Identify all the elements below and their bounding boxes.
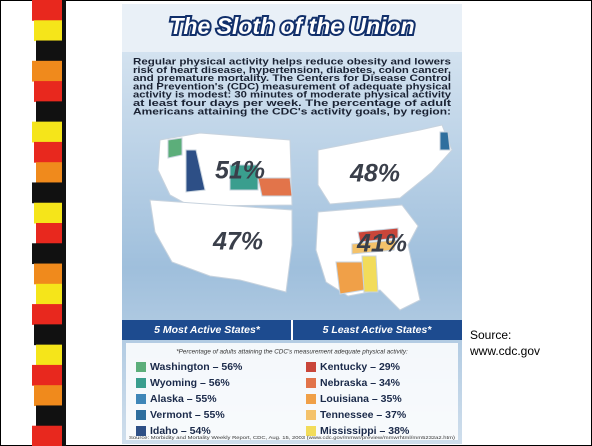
swatch	[306, 410, 316, 420]
stripe	[34, 141, 62, 163]
stripe	[34, 324, 62, 346]
state-item: Wyoming – 56%	[150, 377, 230, 389]
state-item: Nebraska – 34%	[320, 377, 401, 389]
stripe	[34, 202, 62, 224]
stripe	[32, 364, 62, 386]
stripe	[36, 283, 62, 305]
intro-line: Regular physical activity helps reduce o…	[133, 56, 451, 66]
swatch	[306, 362, 316, 372]
intro-line: and premature mortality. The Centers for…	[133, 73, 451, 83]
stripe	[32, 0, 62, 21]
stripe	[36, 344, 62, 366]
stripe	[34, 81, 62, 102]
region-pct: 41%	[356, 230, 407, 258]
decor-stripes	[32, 0, 66, 446]
state-item: Mississippi – 38%	[320, 425, 410, 437]
stripe-edge	[62, 0, 66, 446]
state-item: Washington – 56%	[150, 361, 243, 373]
stripe	[34, 263, 62, 285]
intro-line: and Prevention's (CDC) measurement of ad…	[133, 81, 451, 91]
state-item: Kentucky – 29%	[320, 361, 401, 373]
stripe	[34, 20, 62, 42]
swatch	[306, 394, 316, 404]
intro-line: Americans attaining the CDC's activity g…	[133, 106, 451, 116]
stripe	[36, 101, 62, 123]
stripe	[32, 304, 62, 325]
stripe	[34, 385, 62, 406]
swatch	[306, 426, 316, 436]
poster-source: Source: Morbidity and Mortality Weekly R…	[129, 435, 456, 440]
swatch	[136, 426, 146, 436]
state-item: Idaho – 54%	[150, 425, 211, 437]
side-source: www.cdc.gov	[469, 344, 540, 358]
region-pct: 47%	[212, 228, 263, 256]
swatch	[136, 394, 146, 404]
state-item: Louisiana – 35%	[320, 393, 402, 405]
stripe	[36, 223, 62, 244]
state-item: Vermont – 55%	[150, 409, 225, 421]
stripe	[32, 182, 62, 204]
maps	[149, 124, 453, 311]
intro-line: risk of heart disease, hypertension, dia…	[133, 65, 451, 75]
stripe	[36, 40, 62, 62]
stripe	[32, 60, 62, 82]
state-item: Tennessee – 37%	[320, 409, 407, 421]
region-pct: 51%	[215, 157, 265, 185]
intro-line: activity is modest: 30 minutes of modera…	[133, 90, 452, 100]
swatch	[136, 362, 146, 372]
side-source: Source:	[470, 328, 511, 342]
title-band	[122, 4, 462, 52]
list-heading: 5 Least Active States*	[323, 324, 433, 336]
state-lists: Washington – 56% Wyoming – 56% Alaska – 55…	[136, 361, 410, 437]
stripe	[36, 162, 62, 183]
swatch	[136, 378, 146, 388]
region-pct: 48%	[349, 160, 400, 188]
list-heading: 5 Most Active States*	[154, 324, 261, 336]
swatch	[136, 410, 146, 420]
intro-line: at least four days per week. The percent…	[133, 98, 451, 108]
intro: Regular physical activity helps reduce o…	[133, 56, 452, 116]
state-item: Alaska – 55%	[150, 393, 217, 405]
stripe	[32, 121, 62, 143]
stripe	[32, 243, 62, 265]
list-panel	[126, 343, 458, 440]
poster-title: The Sloth of the Union	[169, 13, 414, 39]
swatch	[306, 378, 316, 388]
stripe	[36, 405, 62, 427]
stripe	[32, 425, 62, 446]
footnote: *Percentage of adults attaining the CDC'…	[176, 349, 408, 356]
